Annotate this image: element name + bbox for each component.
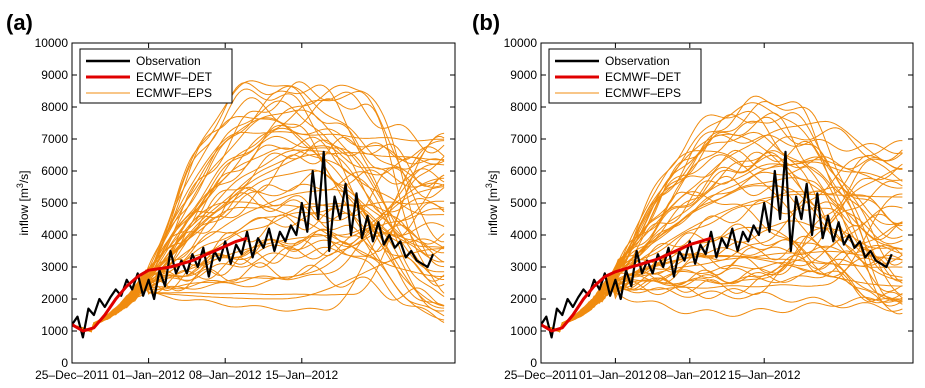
legend: Observation ECMWF–DET ECMWF–EPS [79,48,233,104]
eps-member-line [541,151,903,333]
legend-entry-label: Observation [136,54,201,68]
legend-entry-label: Observation [605,54,670,68]
eps-member-line [541,285,903,331]
panel-label: (a) [6,10,33,35]
y-tick-label: 0 [530,356,537,370]
x-tick-label: 25–Dec–2011 [504,368,578,382]
y-tick-label: 1000 [41,324,68,338]
eps-member-line [541,152,903,331]
det-line [72,236,248,333]
eps-member-line [72,140,445,332]
y-tick-label: 6000 [41,164,68,178]
eps-member-line [541,193,903,332]
y-tick-label: 10000 [35,36,69,50]
eps-member-line [72,204,445,332]
y-tick-label: 10000 [504,36,538,50]
y-axis-label-main: inflow [m [486,188,500,235]
y-axis-label-main: inflow [m [17,188,31,235]
observation-line [72,150,435,339]
y-tick-label: 8000 [41,100,68,114]
legend-entry-label: ECMWF–EPS [136,86,212,100]
eps-member-line [72,136,445,332]
eps-member-line [541,112,903,333]
y-tick-label: 3000 [510,260,537,274]
y-tick-label: 6000 [510,164,537,178]
legend-entry-label: ECMWF–DET [605,70,682,84]
eps-member-line [541,254,903,332]
legend-entry-label: ECMWF–DET [136,70,213,84]
y-tick-label: 5000 [510,196,537,210]
y-tick-label: 7000 [510,132,537,146]
eps-member-line [541,255,903,332]
y-tick-label: 2000 [41,292,68,306]
y-tick-label: 4000 [41,228,68,242]
x-tick-label: 08–Jan–2012 [653,368,726,382]
eps-member-line [72,248,445,332]
observation-line [541,150,893,339]
x-tick-label: 08–Jan–2012 [189,368,262,382]
eps-member-line [72,186,445,332]
panel-0: (a) 0 1000 2000 3000 4000 5000 6000 7000 8000 9000… [6,10,456,382]
panel-label: (b) [472,10,500,35]
y-tick-label: 3000 [41,260,68,274]
y-tick-label: 2000 [510,292,537,306]
eps-member-line [72,156,445,333]
y-axis-label-sup: 3 [484,183,494,188]
y-tick-label: 9000 [41,68,68,82]
y-tick-label: 8000 [510,100,537,114]
legend: Observation ECMWF–DET ECMWF–EPS [548,48,702,104]
x-tick-label: 25–Dec–2011 [35,368,109,382]
y-tick-label: 7000 [41,132,68,146]
eps-member-line [541,245,903,332]
panel-1: (b) 0 1000 2000 3000 4000 5000 6000 7000 8000 9000… [472,10,914,382]
eps-ensemble [72,80,445,333]
legend-box [79,48,233,104]
eps-member-line [72,208,445,332]
eps-member-line [541,186,903,332]
y-tick-label: 0 [61,356,68,370]
x-tick-label: 15–Jan–2012 [265,368,338,382]
y-tick-label: 9000 [510,68,537,82]
eps-member-line [72,147,445,331]
y-tick-label: 4000 [510,228,537,242]
y-axis-label-sup: 3 [15,183,25,188]
eps-ensemble [541,95,903,333]
y-axis-label: inflow [m3/s] [484,170,500,235]
eps-member-line [72,80,445,331]
y-axis-label: inflow [m3/s] [15,170,31,235]
x-tick-label: 01–Jan–2012 [112,368,185,382]
x-tick-label: 01–Jan–2012 [579,368,652,382]
eps-member-line [541,284,903,333]
eps-member-line [541,185,903,332]
x-tick-label: 15–Jan–2012 [728,368,801,382]
legend-entry-label: ECMWF–EPS [605,86,681,100]
y-tick-label: 1000 [510,324,537,338]
y-axis-label-tail: /s] [486,170,500,183]
det-line [541,236,712,333]
eps-member-line [541,167,903,332]
y-tick-label: 5000 [41,196,68,210]
y-axis-label-tail: /s] [17,170,31,183]
eps-member-line [72,97,445,333]
eps-member-line [72,177,445,332]
eps-member-line [541,250,903,332]
